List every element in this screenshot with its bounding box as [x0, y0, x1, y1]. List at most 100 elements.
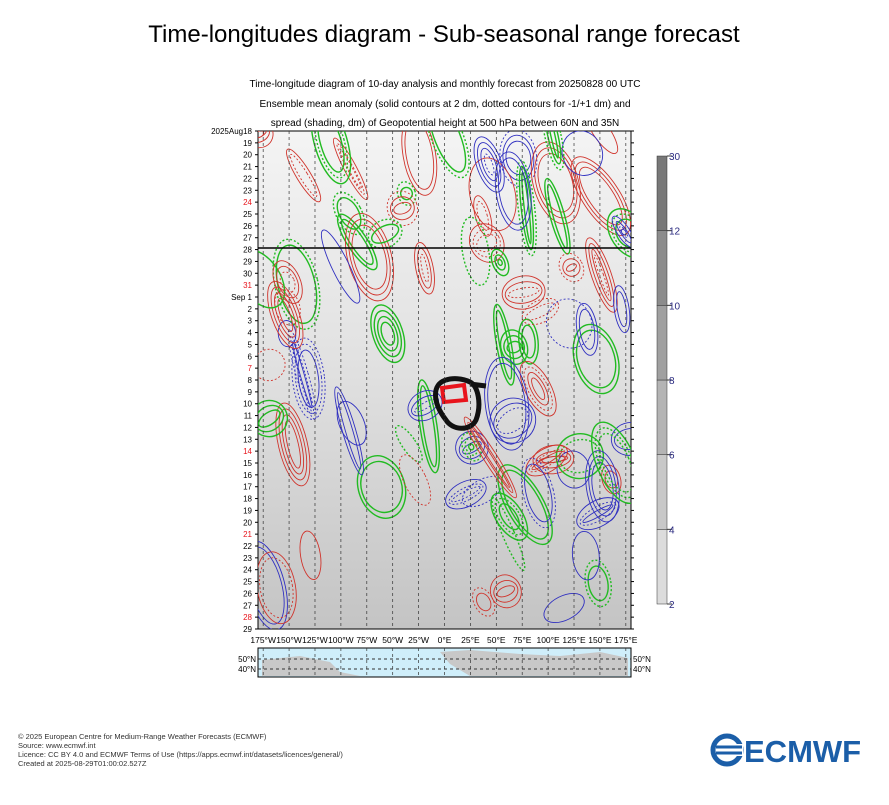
contour	[598, 432, 631, 493]
contour	[503, 335, 526, 360]
y-tick-label: 4	[248, 329, 253, 338]
map-label: 50°N	[238, 655, 256, 664]
contour	[556, 450, 591, 489]
contour	[546, 131, 559, 159]
y-tick-label: 24	[243, 566, 252, 575]
y-tick-label: 27	[243, 234, 252, 243]
x-tick-label: 150°W	[276, 635, 302, 645]
contour	[518, 165, 535, 251]
contour	[545, 298, 593, 349]
colorbar-band	[656, 379, 668, 455]
contour	[386, 190, 419, 226]
map-label: 40°N	[238, 665, 256, 674]
contour	[504, 281, 543, 304]
y-tick-label: 28	[243, 246, 252, 255]
contour	[299, 530, 322, 580]
y-tick-label: 3	[248, 317, 253, 326]
colorbar-tick-label: 2	[669, 600, 675, 611]
contour	[460, 216, 491, 286]
y-tick-label: 10	[243, 400, 252, 409]
contour	[520, 457, 556, 529]
contour	[530, 141, 581, 225]
x-tick-label: 125°E	[562, 635, 586, 645]
x-tick-label: 75°W	[356, 635, 377, 645]
y-tick-label: 22	[243, 542, 252, 551]
y-tick-label: 2025Aug18	[211, 127, 252, 136]
contour	[399, 454, 432, 506]
contour	[590, 421, 631, 504]
contour	[505, 140, 532, 175]
contour	[336, 392, 362, 470]
contour	[267, 280, 304, 350]
contour	[578, 166, 623, 226]
contour	[497, 157, 529, 225]
contour	[524, 463, 553, 523]
contour	[294, 343, 323, 414]
contour	[610, 422, 631, 456]
y-tick-label: 23	[243, 554, 252, 563]
contour	[498, 503, 521, 531]
y-tick-label: 21	[243, 163, 252, 172]
contour	[356, 455, 407, 519]
contour	[499, 329, 529, 365]
annotation-box	[439, 382, 469, 405]
contour	[259, 557, 294, 619]
contour	[473, 136, 505, 193]
y-tick-label: 28	[243, 613, 252, 622]
contour	[258, 404, 285, 433]
subtitle: spread (shading, dm) of Geopotential hei…	[271, 118, 620, 129]
y-tick-label: 23	[243, 186, 252, 195]
contour	[535, 450, 572, 469]
contour	[420, 253, 429, 283]
contour	[258, 348, 286, 382]
contour	[620, 228, 627, 236]
y-tick-label: 25	[243, 578, 252, 587]
contour	[390, 196, 415, 221]
contour	[480, 147, 498, 182]
contour	[575, 302, 599, 356]
contour	[275, 402, 311, 487]
contour	[615, 218, 631, 249]
y-tick-label: 25	[243, 210, 252, 219]
contour	[613, 285, 631, 334]
contour	[371, 223, 400, 244]
contour	[274, 292, 297, 338]
contour	[336, 400, 367, 446]
contour	[487, 362, 527, 445]
contour	[414, 242, 435, 295]
y-tick-label: Sep 1	[231, 293, 252, 302]
contour	[351, 224, 388, 290]
footer-line: Source: www.ecmwf.int	[18, 741, 96, 750]
y-tick-label: 20	[243, 151, 252, 160]
contour	[393, 201, 412, 215]
contour	[334, 386, 364, 476]
x-tick-label: 175°E	[614, 635, 638, 645]
contour	[523, 366, 553, 411]
y-tick-label: 26	[243, 589, 252, 598]
contour	[473, 195, 493, 237]
contour	[272, 260, 303, 304]
contour	[521, 297, 560, 326]
colorbar-tick-label: 10	[669, 301, 681, 312]
contour	[258, 409, 281, 428]
x-tick-label: 25°E	[461, 635, 480, 645]
y-tick-label: 6	[248, 352, 253, 361]
contour	[290, 335, 315, 415]
y-tick-label: 15	[243, 459, 252, 468]
map-label: 40°N	[633, 665, 651, 674]
contour	[582, 504, 614, 523]
contour	[428, 131, 467, 173]
x-tick-label: 125°W	[302, 635, 328, 645]
contour	[289, 153, 318, 197]
y-tick-label: 29	[243, 257, 252, 266]
contour	[501, 275, 546, 310]
map-label: 50°N	[633, 655, 651, 664]
contour	[506, 340, 522, 354]
contour	[258, 546, 285, 625]
y-tick-label: 14	[243, 447, 252, 456]
contour	[448, 483, 484, 505]
contour	[380, 321, 396, 346]
contour	[291, 337, 326, 420]
contour	[270, 286, 300, 344]
contour	[416, 379, 441, 474]
